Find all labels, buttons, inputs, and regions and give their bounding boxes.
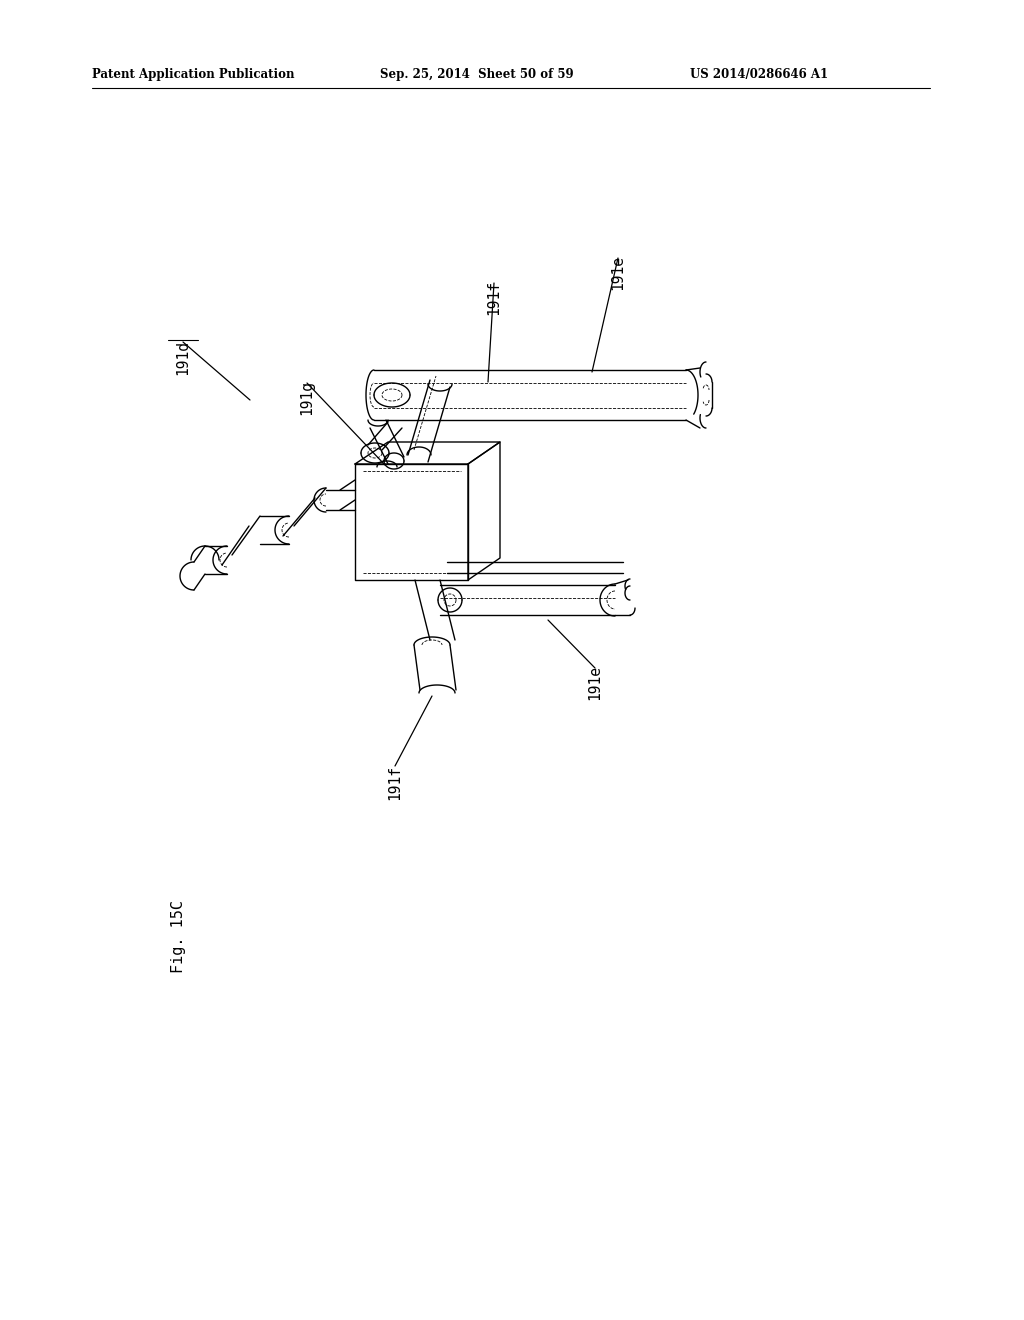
Text: Fig. 15C: Fig. 15C bbox=[171, 900, 186, 973]
Text: Sep. 25, 2014  Sheet 50 of 59: Sep. 25, 2014 Sheet 50 of 59 bbox=[380, 69, 573, 81]
Text: US 2014/0286646 A1: US 2014/0286646 A1 bbox=[690, 69, 828, 81]
Text: 191f: 191f bbox=[486, 280, 502, 315]
Text: Patent Application Publication: Patent Application Publication bbox=[92, 69, 295, 81]
Text: 191g: 191g bbox=[299, 380, 314, 414]
Text: 191e: 191e bbox=[588, 665, 602, 700]
Text: 191e: 191e bbox=[610, 255, 626, 290]
Text: 191d: 191d bbox=[175, 341, 190, 375]
Text: 191f: 191f bbox=[387, 766, 402, 800]
